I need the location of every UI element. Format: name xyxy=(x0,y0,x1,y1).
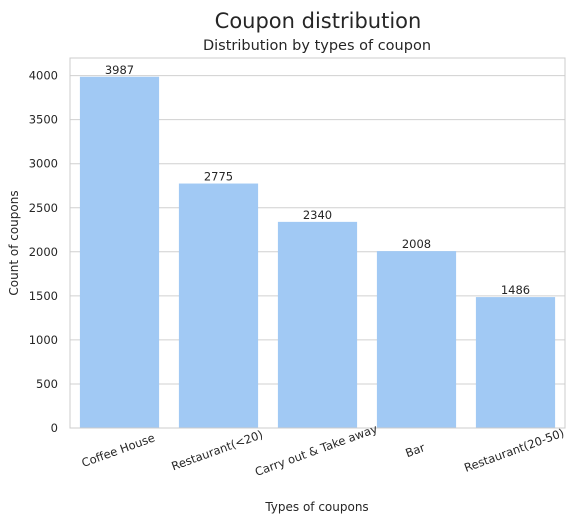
y-axis-ticks: 0 500 1000 1500 2000 2500 3000 3500 4000 xyxy=(29,69,58,435)
bar-value-label: 2340 xyxy=(303,208,332,222)
x-tick-label: Bar xyxy=(403,440,427,460)
bar xyxy=(475,297,556,428)
x-axis-label: Types of coupons xyxy=(264,500,368,514)
bar xyxy=(376,251,457,428)
y-tick-label: 1000 xyxy=(29,333,58,347)
bar-value-label: 1486 xyxy=(501,283,530,297)
y-tick-label: 0 xyxy=(51,421,58,435)
x-tick-label: Restaurant(<20) xyxy=(170,427,265,473)
data-labels: 3987 2775 2340 2008 1486 xyxy=(105,63,530,297)
x-tick-label: Restaurant(20-50) xyxy=(462,426,566,475)
bar-value-label: 3987 xyxy=(105,63,134,77)
y-tick-label: 3500 xyxy=(29,113,58,127)
y-tick-label: 3000 xyxy=(29,157,58,171)
x-tick-label: Carry out & Take away xyxy=(253,421,380,478)
y-tick-label: 2000 xyxy=(29,245,58,259)
bar-value-label: 2008 xyxy=(402,237,431,251)
y-tick-label: 2500 xyxy=(29,201,58,215)
plot-frame xyxy=(69,57,566,429)
bar xyxy=(277,221,358,428)
chart-suptitle: Coupon distribution xyxy=(215,9,422,33)
y-tick-label: 4000 xyxy=(29,69,58,83)
y-tick-label: 500 xyxy=(36,377,58,391)
y-tick-label: 1500 xyxy=(29,289,58,303)
bar xyxy=(178,183,259,428)
chart-title: Distribution by types of coupon xyxy=(203,38,431,54)
bars xyxy=(79,76,556,428)
y-axis-label: Count of coupons xyxy=(7,190,21,295)
x-axis-ticks: Coffee House Restaurant(<20)Carry out & T… xyxy=(80,421,566,478)
bar-value-label: 2775 xyxy=(204,170,233,184)
x-tick-label: Coffee House xyxy=(80,431,157,470)
bar xyxy=(79,76,160,428)
